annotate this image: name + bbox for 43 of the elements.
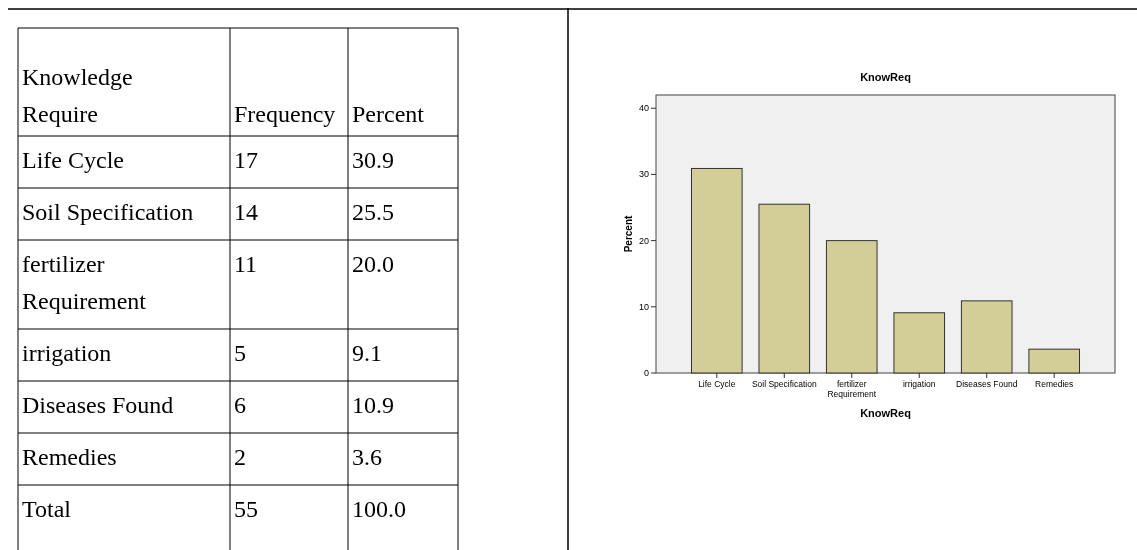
chart-title: KnowReq (860, 71, 911, 83)
data-label: 5 (234, 340, 246, 366)
bar (893, 312, 946, 374)
category-label: Soil Specification (22, 199, 194, 225)
x-tick-label: Life Cycle (698, 379, 736, 389)
y-tick-label: 10 (638, 301, 649, 312)
x-tick-label: Soil Specification (751, 379, 817, 389)
text: Frequency (234, 101, 336, 127)
data-label: 30.9 (352, 147, 394, 173)
x-axis-title: KnowReq (860, 407, 911, 419)
data-label: 55 (234, 496, 258, 522)
category-label: Life Cycle (22, 147, 124, 173)
x-tick-label: Remedies (1035, 379, 1074, 389)
data-label: 25.5 (352, 199, 394, 225)
y-tick-label: 20 (638, 235, 649, 246)
y-tick-label: 0 (643, 368, 649, 378)
x-tick-label: irrigation (902, 379, 936, 389)
bar (758, 203, 811, 374)
text: Knowledge Require (22, 64, 133, 127)
data-label: 2 (234, 444, 246, 470)
data-label: 100.0 (352, 496, 406, 522)
bar (691, 167, 743, 374)
category-label: irrigation (22, 340, 112, 366)
data-label: 9.1 (352, 340, 382, 366)
category-label: Total (22, 496, 72, 522)
data-label: 6 (234, 392, 246, 418)
x-tick-label: Diseases Found (956, 379, 1018, 389)
y-axis-title: Percent (623, 214, 634, 253)
data-label: 3.6 (352, 444, 382, 470)
data-label: 20.0 (352, 251, 394, 277)
category-label: fertilizer Requirement (22, 251, 147, 314)
text: Percent (352, 101, 425, 127)
bar (960, 300, 1013, 374)
data-label: 10.9 (352, 392, 394, 418)
x-tick-label: fertilizer Requirement (827, 379, 877, 399)
bar (825, 240, 878, 374)
data-label: 14 (234, 199, 258, 225)
bar (1028, 348, 1080, 374)
y-tick-label: 40 (638, 103, 649, 114)
data-label: 11 (234, 251, 258, 277)
category-label: Remedies (22, 444, 117, 470)
data-label: 17 (234, 147, 258, 173)
y-tick-label: 30 (638, 169, 649, 180)
